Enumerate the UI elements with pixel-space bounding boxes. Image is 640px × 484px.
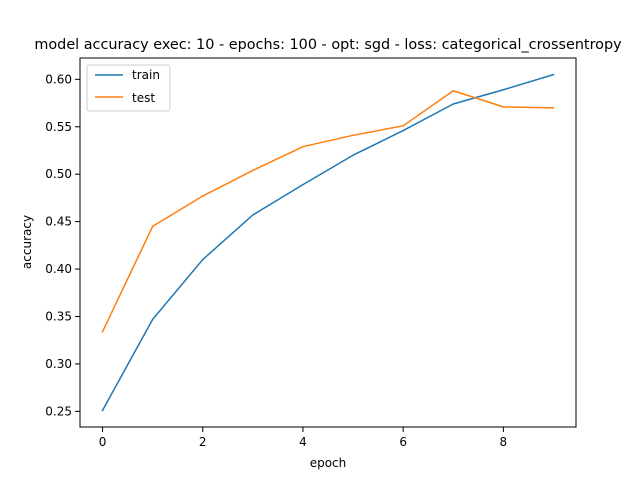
data-point-train-7 [452, 103, 454, 105]
y-tick-label: 0.40 [45, 262, 72, 276]
y-tick-label: 0.55 [45, 120, 72, 134]
data-point-test-4 [302, 145, 304, 148]
legend-box [86, 64, 171, 112]
data-point-train-5 [352, 154, 354, 156]
y-tick-label: 0.30 [45, 357, 72, 371]
data-point-test-8 [502, 106, 505, 108]
chart-title: model accuracy exec: 10 - epochs: 100 - … [34, 37, 622, 53]
series-line-train [101, 73, 555, 412]
data-point-train-3 [252, 214, 254, 216]
y-tick-label: 0.45 [45, 215, 72, 229]
legend-label-train: train [132, 68, 160, 82]
series-layer [101, 73, 555, 412]
y-axis-label: accuracy [20, 215, 34, 269]
data-point-train-4 [302, 183, 304, 186]
data-point-test-1 [151, 225, 154, 228]
data-point-test-6 [402, 125, 404, 127]
legend-label-test: test [132, 91, 155, 105]
data-point-train-0 [101, 409, 104, 412]
y-tick-label: 0.60 [45, 72, 72, 86]
data-point-test-0 [101, 330, 104, 333]
data-point-train-9 [552, 73, 555, 76]
plot-frame [79, 57, 577, 428]
x-tick-label: 0 [99, 435, 107, 449]
data-point-test-2 [202, 195, 204, 197]
data-point-test-9 [552, 107, 555, 109]
data-point-train-6 [402, 129, 404, 132]
series-line-test [101, 89, 555, 333]
x-tick-label: 2 [199, 435, 207, 449]
y-tick-label: 0.50 [45, 167, 72, 181]
x-axis: 0 2 4 6 8 [99, 427, 507, 449]
x-axis-label: epoch [310, 456, 347, 470]
legend: train test [86, 64, 171, 112]
x-tick-label: 4 [299, 435, 307, 449]
data-point-test-7 [452, 89, 454, 92]
y-tick-label: 0.25 [45, 404, 72, 418]
x-tick-label: 6 [399, 435, 407, 449]
data-point-test-5 [352, 134, 354, 137]
y-tick-label: 0.35 [45, 309, 72, 323]
data-point-train-1 [151, 318, 154, 321]
data-point-train-8 [502, 89, 505, 91]
y-axis: 0.25 0.30 0.35 0.40 0.45 0.50 0.55 0.60 [45, 72, 80, 418]
data-point-test-3 [252, 169, 254, 172]
data-point-train-2 [202, 258, 204, 261]
x-tick-label: 8 [500, 435, 508, 449]
